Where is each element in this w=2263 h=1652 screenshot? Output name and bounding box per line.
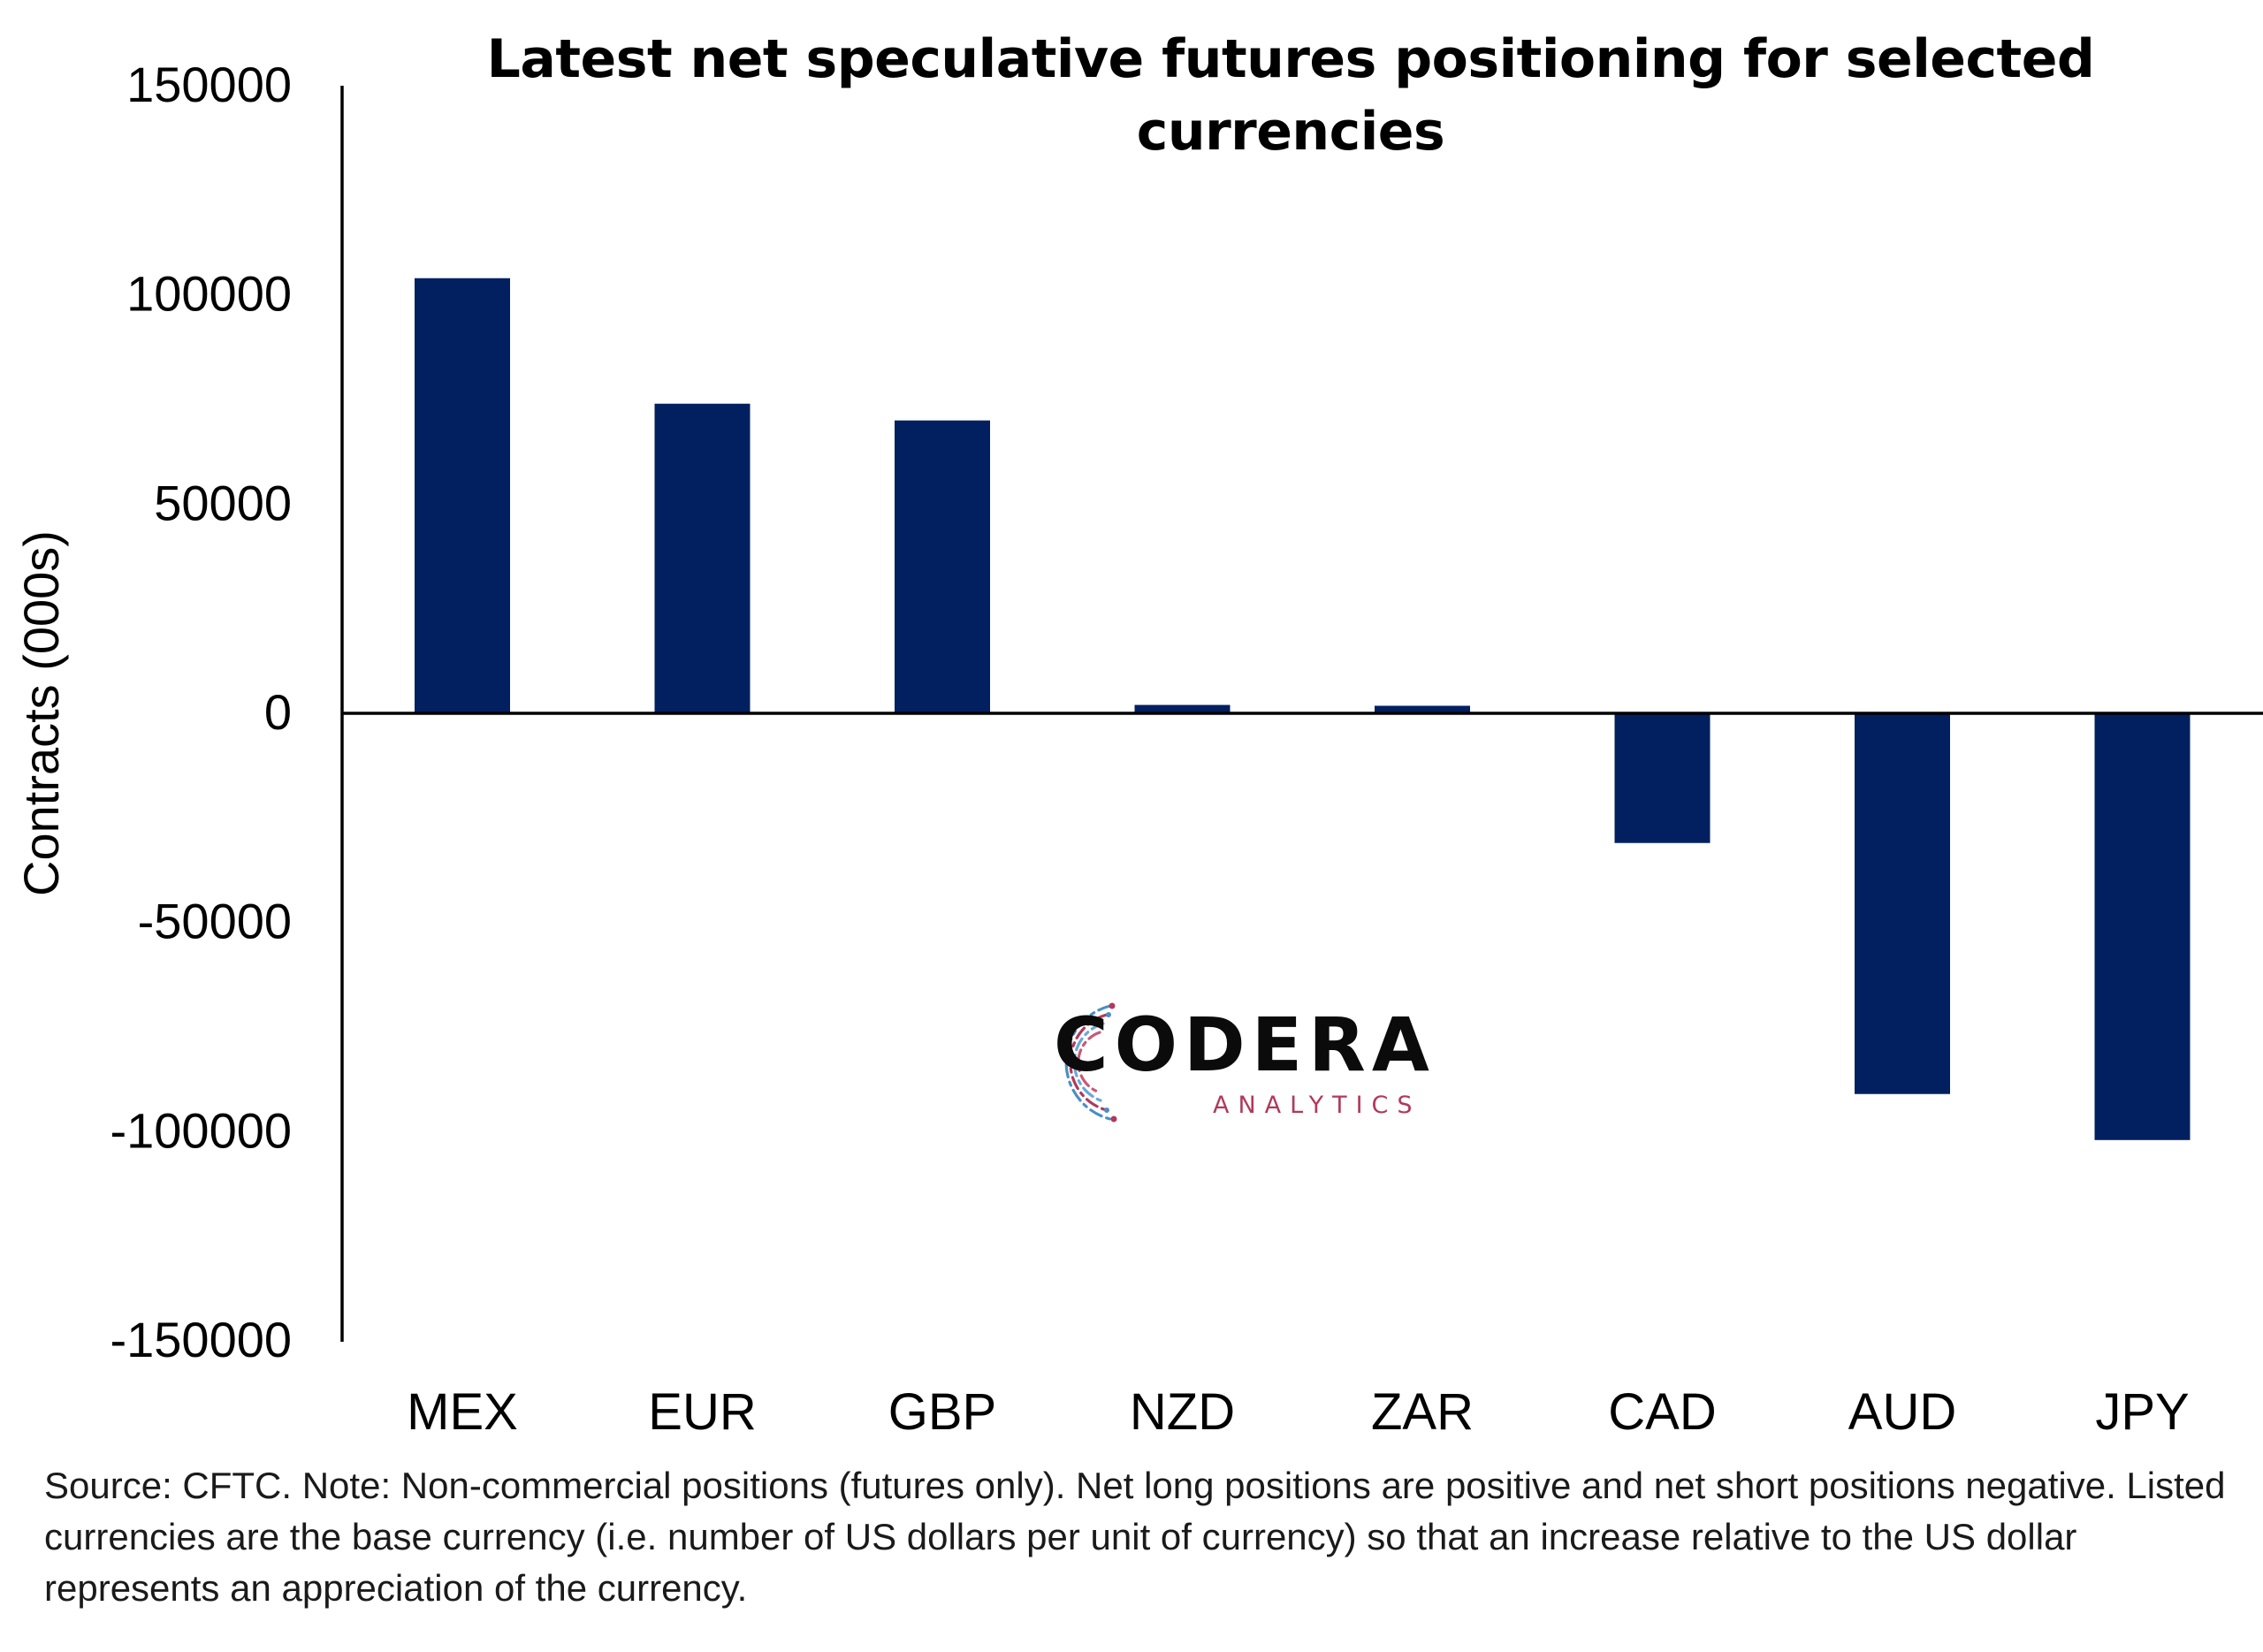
bar-aud	[1855, 713, 1950, 1094]
bar-cad	[1614, 713, 1711, 843]
bar-gbp	[895, 420, 990, 713]
y-axis-label: Contracts (000s)	[13, 530, 69, 896]
y-tick-label: 150000	[126, 57, 292, 112]
logo-wordmark: CODERA	[1054, 1001, 1436, 1088]
y-tick-label: -100000	[110, 1102, 292, 1158]
x-tick-label-aud: AUD	[1848, 1383, 1956, 1441]
chart-title: Latest net speculative futures positioni…	[486, 28, 2095, 163]
x-tick-label-nzd: NZD	[1130, 1383, 1235, 1441]
bar-nzd	[1134, 704, 1231, 713]
x-tick-label-gbp: GBP	[888, 1383, 997, 1441]
footnote: Source: CFTC. Note: Non-commercial posit…	[44, 1465, 2226, 1609]
bar-mex	[415, 278, 510, 713]
x-tick-label-mex: MEX	[407, 1383, 518, 1441]
bar-zar	[1375, 705, 1470, 713]
codera-logo-arc-icon	[1064, 1002, 1117, 1123]
x-tick-label-jpy: JPY	[2095, 1383, 2189, 1441]
y-tick-label: -50000	[138, 894, 292, 949]
bar-jpy	[2094, 713, 2191, 1140]
y-tick-label: 50000	[154, 475, 292, 530]
x-tick-label-zar: ZAR	[1371, 1383, 1474, 1441]
codera-analytics-logo: CODERA ANALYTICS	[1015, 992, 1439, 1133]
x-tick-label-cad: CAD	[1608, 1383, 1716, 1441]
y-tick-label: -150000	[110, 1312, 292, 1367]
x-tick-label-eur: EUR	[648, 1383, 756, 1441]
bar-eur	[654, 403, 751, 713]
y-tick-label: 100000	[126, 266, 292, 322]
logo-tagline: ANALYTICS	[1213, 1092, 1421, 1119]
y-tick-label: 0	[264, 684, 292, 740]
